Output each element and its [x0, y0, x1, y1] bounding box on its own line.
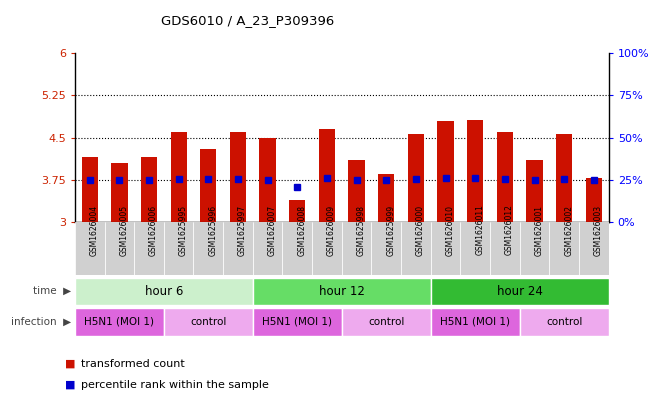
- Bar: [260, 138, 276, 222]
- Bar: [556, 134, 572, 222]
- Bar: [372, 222, 401, 275]
- Bar: [342, 308, 431, 336]
- Bar: [527, 160, 543, 222]
- Bar: [223, 222, 253, 275]
- Text: H5N1 (MOI 1): H5N1 (MOI 1): [85, 317, 154, 327]
- Text: GSM1626011: GSM1626011: [475, 205, 484, 255]
- Text: GSM1626000: GSM1626000: [416, 204, 425, 255]
- Text: GSM1625998: GSM1625998: [357, 204, 366, 255]
- Text: percentile rank within the sample: percentile rank within the sample: [81, 380, 270, 390]
- Text: GSM1625996: GSM1625996: [208, 204, 217, 255]
- Text: GSM1625995: GSM1625995: [178, 204, 187, 255]
- Bar: [342, 222, 372, 275]
- Text: hour 6: hour 6: [145, 285, 183, 298]
- Bar: [408, 134, 424, 222]
- Bar: [253, 308, 342, 336]
- Bar: [586, 178, 602, 222]
- Text: hour 12: hour 12: [319, 285, 365, 298]
- Text: GDS6010 / A_23_P309396: GDS6010 / A_23_P309396: [161, 14, 334, 27]
- Bar: [549, 222, 579, 275]
- Text: GSM1626004: GSM1626004: [90, 204, 99, 255]
- Bar: [171, 132, 187, 222]
- Text: GSM1626009: GSM1626009: [327, 204, 336, 255]
- Text: transformed count: transformed count: [81, 358, 185, 369]
- Text: GSM1626005: GSM1626005: [119, 204, 128, 255]
- Bar: [111, 163, 128, 222]
- Bar: [497, 132, 513, 222]
- Text: hour 24: hour 24: [497, 285, 543, 298]
- Text: GSM1626003: GSM1626003: [594, 204, 603, 255]
- Bar: [289, 200, 305, 222]
- Bar: [467, 119, 484, 222]
- Bar: [193, 222, 223, 275]
- Bar: [490, 222, 519, 275]
- Text: ■: ■: [65, 358, 76, 369]
- Text: GSM1626002: GSM1626002: [564, 204, 573, 255]
- Bar: [164, 308, 253, 336]
- Bar: [401, 222, 431, 275]
- Bar: [431, 278, 609, 305]
- Text: GSM1626012: GSM1626012: [505, 205, 514, 255]
- Text: GSM1626006: GSM1626006: [149, 204, 158, 255]
- Bar: [378, 174, 395, 222]
- Text: ■: ■: [65, 380, 76, 390]
- Bar: [519, 222, 549, 275]
- Text: GSM1626010: GSM1626010: [445, 204, 454, 255]
- Bar: [460, 222, 490, 275]
- Text: GSM1625999: GSM1625999: [386, 204, 395, 255]
- Text: control: control: [368, 317, 404, 327]
- Text: infection  ▶: infection ▶: [12, 317, 72, 327]
- Bar: [348, 160, 365, 222]
- Bar: [312, 222, 342, 275]
- Bar: [431, 222, 460, 275]
- Text: H5N1 (MOI 1): H5N1 (MOI 1): [262, 317, 332, 327]
- Text: control: control: [190, 317, 227, 327]
- Bar: [283, 222, 312, 275]
- Bar: [431, 308, 519, 336]
- Bar: [141, 157, 157, 222]
- Text: GSM1625997: GSM1625997: [238, 204, 247, 255]
- Bar: [230, 132, 246, 222]
- Bar: [75, 308, 164, 336]
- Bar: [253, 278, 431, 305]
- Bar: [134, 222, 164, 275]
- Text: H5N1 (MOI 1): H5N1 (MOI 1): [440, 317, 510, 327]
- Text: time  ▶: time ▶: [33, 286, 72, 296]
- Text: GSM1626008: GSM1626008: [298, 204, 306, 255]
- Bar: [200, 149, 217, 222]
- Text: GSM1626007: GSM1626007: [268, 204, 277, 255]
- Text: GSM1626001: GSM1626001: [534, 204, 544, 255]
- Bar: [105, 222, 134, 275]
- Text: control: control: [546, 317, 583, 327]
- Bar: [519, 308, 609, 336]
- Bar: [75, 222, 105, 275]
- Bar: [81, 157, 98, 222]
- Bar: [253, 222, 283, 275]
- Bar: [579, 222, 609, 275]
- Bar: [75, 278, 253, 305]
- Bar: [164, 222, 193, 275]
- Bar: [437, 121, 454, 222]
- Bar: [319, 129, 335, 222]
